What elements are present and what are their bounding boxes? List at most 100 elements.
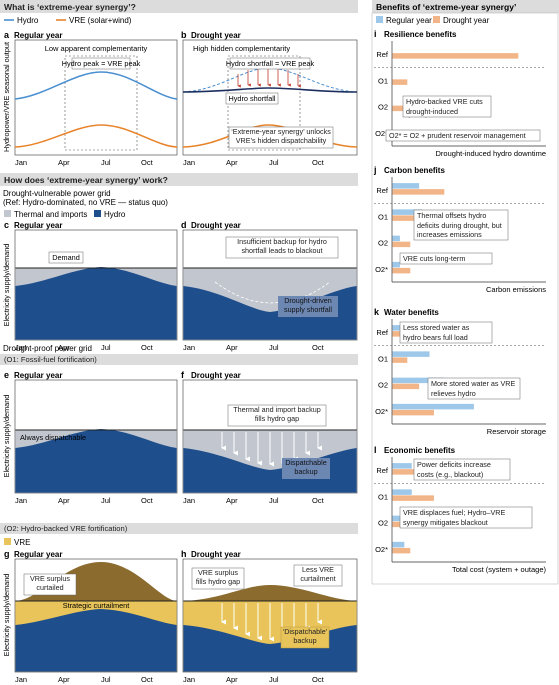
scenario-label: O1	[378, 492, 388, 501]
months-ef: Jan Apr Jul Oct Jan Apr Jul Oct	[15, 496, 325, 505]
month-tick: Apr	[226, 496, 238, 505]
curtailed-text: VRE surplus curtailed	[30, 574, 70, 592]
drought-bar	[392, 267, 411, 274]
scenario-label: O1	[378, 76, 388, 85]
legend-2: Thermal and imports Hydro	[4, 210, 126, 219]
scenario-label: Ref	[376, 50, 389, 59]
annotation-text: Hydro shortfall = VRE peak	[226, 59, 315, 68]
month-tick: Apr	[58, 343, 70, 352]
scenario-label: O1	[378, 354, 388, 363]
note-text: Power deficits increase costs (e.g., bla…	[417, 460, 491, 479]
y-axis-label: Electricity supply/demand	[2, 574, 11, 657]
shortfall-outline	[214, 281, 331, 304]
panel-e: e Regular year Always dispatchable	[4, 370, 178, 494]
panel-title: Carbon benefits	[384, 166, 445, 175]
drought-bar	[392, 241, 411, 248]
panel-title: Economic benefits	[384, 446, 456, 455]
month-tick: Jan	[183, 675, 195, 684]
scenario-label: O2*	[375, 265, 388, 274]
month-tick: Apr	[58, 675, 70, 684]
month-tick: Oct	[141, 496, 154, 505]
month-tick: Apr	[58, 158, 70, 167]
scenario-label: Ref	[376, 186, 389, 195]
legend-hydro-label: Hydro	[104, 210, 126, 219]
legend-drought-label: Drought year	[443, 16, 490, 25]
curtailed-box	[23, 573, 77, 596]
drought-bar	[392, 383, 420, 390]
scenario-label: O2	[378, 239, 388, 248]
legend-thermal-label: Thermal and imports	[14, 210, 87, 219]
synergy-text: ‘Extreme-year synergy’ unlocks VRE’s hid…	[231, 127, 331, 145]
regular-bar	[392, 515, 405, 522]
panel-letter: c	[4, 220, 9, 230]
note-box	[413, 458, 511, 481]
drought-bar	[392, 189, 445, 195]
drought-bar	[392, 331, 405, 337]
note-text: Less stored water as hydro bears full lo…	[403, 323, 470, 342]
blackout-box	[225, 236, 339, 259]
month-tick: Jul	[101, 675, 111, 684]
legend-hydro-swatch	[94, 210, 101, 217]
month-tick: Oct	[312, 158, 325, 167]
regular-bar	[392, 377, 445, 384]
note-box	[402, 95, 492, 118]
vre-backup-box	[280, 626, 330, 649]
vre-fill-arrows	[221, 603, 322, 642]
panel-letter: f	[181, 370, 185, 380]
regular-bar	[392, 209, 423, 215]
panel-title: Drought year	[191, 371, 241, 380]
note-text: More stored water as VRE relieves hydro	[431, 379, 516, 398]
legend-thermal-swatch	[4, 210, 11, 217]
panel-letter: b	[181, 30, 187, 40]
panel-l-chart: l Economic benefits Total cost (system + o…	[374, 445, 547, 574]
drought-bar	[392, 409, 434, 416]
panel-letter: d	[181, 220, 187, 230]
month-tick: Jul	[269, 496, 279, 505]
scenario-label: O2	[378, 381, 388, 390]
drought-bar	[392, 495, 434, 501]
note-text: VRE cuts long-term emissions	[403, 254, 466, 265]
grid-subtitle: Drought-proof power grid	[3, 344, 92, 353]
month-tick: Jan	[15, 675, 27, 684]
month-tick: Jan	[183, 496, 195, 505]
panel-note: High hidden complementarity	[193, 44, 290, 53]
panel-f: f Drought year Thermal and import backup…	[181, 370, 358, 494]
hydro-area	[183, 448, 357, 493]
month-tick: Jan	[15, 158, 27, 167]
regular-bar	[392, 463, 412, 469]
drought-bar	[392, 357, 408, 363]
dashed-box	[64, 55, 138, 151]
y-axis-label: Hydropower/VRE seasonal output	[2, 42, 11, 152]
panel-j-chart: j Carbon benefits Carbon emissions Ref O1 O2 O…	[373, 165, 546, 294]
benefit-panels: i Resilience benefits Drought-induced hydr…	[371, 12, 559, 585]
panel-letter: a	[4, 30, 10, 40]
x-axis-label: Total cost (system + outage)	[452, 565, 547, 574]
panel-title: Regular year	[14, 371, 62, 380]
regular-bar	[392, 403, 474, 410]
section-header-what: What is ‘extreme-year synergy’?	[0, 0, 358, 13]
legend-vre-swatch	[4, 538, 11, 545]
regular-hydro-curve	[182, 67, 358, 93]
panel-letter: j	[373, 165, 377, 175]
shortfall-text: Drought-driven supply shortfall	[284, 296, 332, 314]
hydro-area	[183, 286, 357, 340]
panel-c: c Regular year Demand	[4, 220, 178, 341]
months-gh: Jan Apr Jul Oct Jan Apr Jul Oct	[15, 675, 325, 684]
legend-regular-swatch	[376, 16, 383, 23]
scenario-label: O1	[378, 212, 388, 221]
panel-a: a Regular year Low apparent complementar…	[2, 30, 178, 156]
right-title: Benefits of ‘extreme-year synergy’	[376, 2, 516, 12]
vre-backup-text: ‘Dispatchable’ backup	[282, 627, 328, 645]
panel-letter: l	[374, 445, 377, 455]
dispatchable-box	[282, 458, 330, 479]
month-tick: Oct	[312, 675, 325, 684]
legend-vre-label: VRE	[14, 538, 30, 547]
shortfall-box	[278, 296, 338, 317]
x-axis-label: Drought-induced hydro downtime	[436, 149, 546, 158]
panel-letter: i	[374, 29, 377, 39]
month-tick: Oct	[312, 343, 325, 352]
legend-4: VRE	[4, 538, 30, 547]
shortfall-label-box	[225, 92, 279, 105]
panel-title: Regular year	[14, 550, 62, 559]
